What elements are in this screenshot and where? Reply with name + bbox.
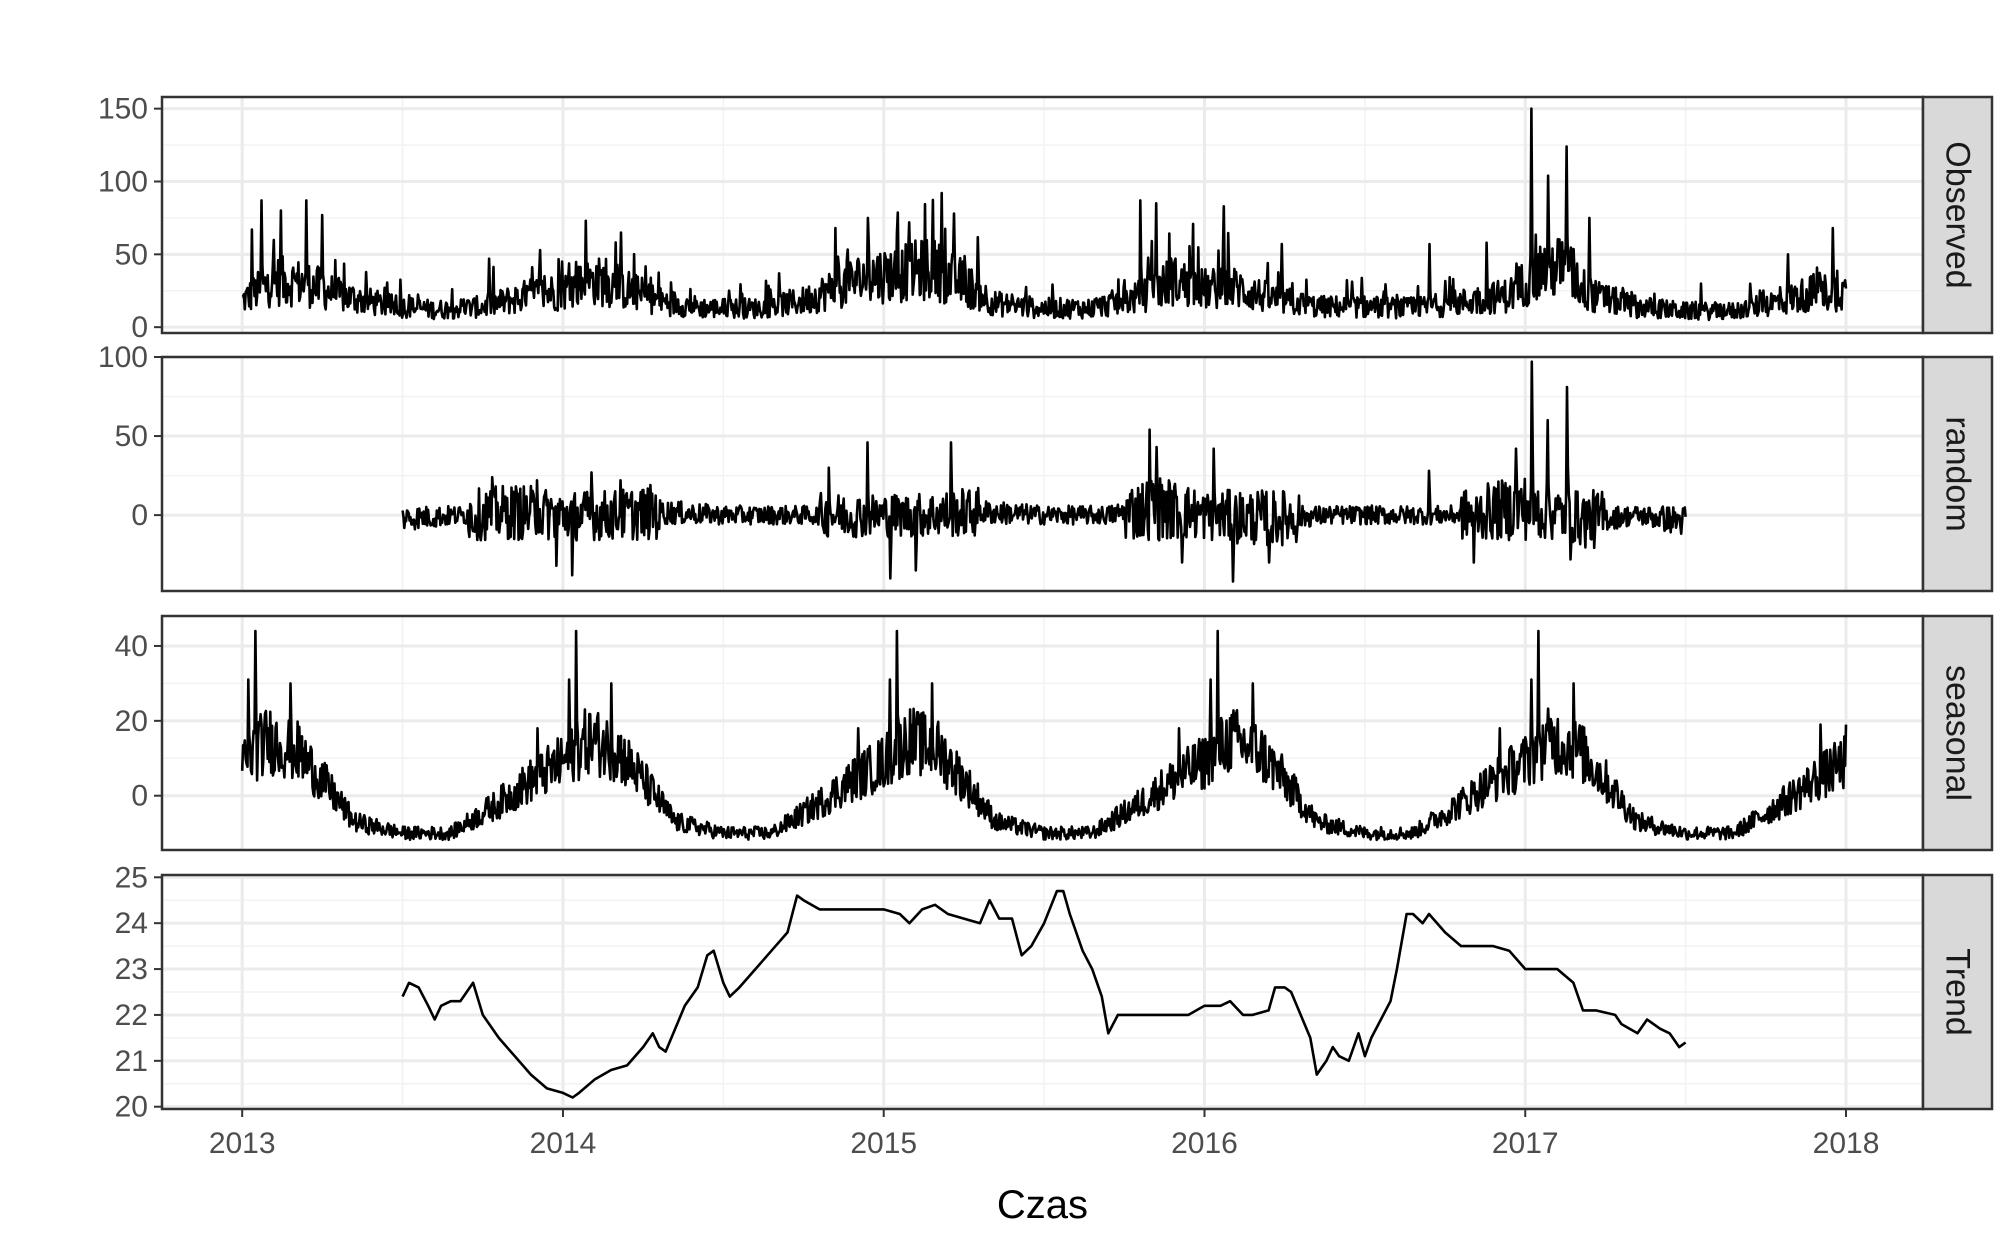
strip-label-observed: Observed <box>1939 141 1977 288</box>
y-tick-label: 25 <box>115 861 148 894</box>
panel-seasonal: 0 20 40 seasonal <box>115 614 1994 852</box>
y-tick-label: 50 <box>115 238 148 271</box>
strip-background <box>1921 355 1994 593</box>
series-line-observed <box>241 107 1848 322</box>
x-axis: 2013 2014 2015 2016 2017 2018 Czas <box>209 1109 1880 1227</box>
x-tick-label: 2015 <box>850 1127 917 1160</box>
panel-observed: 0 50 100 150 Observed <box>98 93 1994 344</box>
y-tick-label: 50 <box>115 420 148 453</box>
strip-label-trend: Trend <box>1939 948 1977 1036</box>
strip-label-seasonal: seasonal <box>1939 665 1977 801</box>
panel-random: 0 50 100 random <box>98 341 1994 593</box>
y-tick-label: 0 <box>131 499 148 532</box>
series-line-seasonal <box>240 629 1848 842</box>
strip-background <box>1921 614 1994 852</box>
y-tick-label: 23 <box>115 953 148 986</box>
plot-background <box>162 357 1923 591</box>
x-tick-label: 2013 <box>209 1127 276 1160</box>
y-tick-label: 20 <box>115 1091 148 1124</box>
strip-background <box>1921 873 1994 1111</box>
y-tick-label: 100 <box>98 341 148 374</box>
y-tick-label: 21 <box>115 1045 148 1078</box>
series-line-trend <box>401 889 1687 1099</box>
strip-label-random: random <box>1939 416 1977 531</box>
x-tick-label: 2016 <box>1171 1127 1238 1160</box>
series-line-random <box>401 360 1687 583</box>
x-axis-title: Czas <box>997 1183 1088 1227</box>
plot-background <box>162 97 1923 333</box>
x-tick-label: 2018 <box>1813 1127 1880 1160</box>
y-tick-label: 40 <box>115 630 148 663</box>
plot-background <box>162 616 1923 850</box>
y-tick-label: 150 <box>98 93 148 126</box>
y-tick-label: 0 <box>131 780 148 813</box>
y-tick-label: 20 <box>115 705 148 738</box>
strip-background <box>1921 95 1994 335</box>
y-tick-label: 0 <box>131 311 148 344</box>
y-tick-label: 24 <box>115 907 148 940</box>
y-tick-label: 22 <box>115 999 148 1032</box>
panel-trend: 20 21 22 23 24 25 Trend <box>115 861 1994 1124</box>
x-tick-label: 2014 <box>530 1127 597 1160</box>
x-tick-label: 2017 <box>1492 1127 1559 1160</box>
y-tick-label: 100 <box>98 165 148 198</box>
